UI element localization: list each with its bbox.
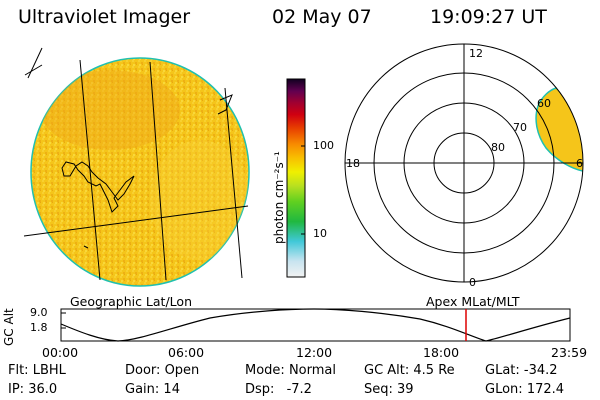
date-label: 02 May 07 bbox=[272, 6, 372, 28]
mlat-label-80: 80 bbox=[491, 141, 505, 154]
filter-value: LBHL bbox=[32, 363, 66, 378]
mlt-label-0: 0 bbox=[469, 276, 476, 289]
altitude-curve bbox=[60, 308, 571, 342]
mlat-label-60: 60 bbox=[537, 97, 551, 110]
glon-readout: GLon: 172.4 bbox=[485, 382, 565, 397]
color-bar-tick-100: 100 bbox=[313, 139, 334, 152]
filter-readout: Flt: LBHL bbox=[8, 363, 66, 378]
timeline-xtick-1800: 18:00 bbox=[423, 345, 460, 360]
seq-readout: Seq: 39 bbox=[364, 382, 414, 397]
earth-disk-shading bbox=[40, 70, 249, 260]
glat-readout: GLat: -34.2 bbox=[485, 363, 558, 378]
mode-value: Normal bbox=[288, 363, 336, 378]
lat-lon-grid bbox=[23, 47, 249, 281]
timeline-xtick-0600: 06:00 bbox=[168, 345, 205, 360]
gain-value: 14 bbox=[163, 382, 180, 397]
gc-alt-readout: GC Alt: 4.5 Re bbox=[364, 363, 455, 378]
polar-grid bbox=[344, 43, 584, 283]
color-bar-tick-10: 10 bbox=[313, 227, 327, 240]
ip-value: 36.0 bbox=[28, 382, 58, 397]
seq-value: 39 bbox=[397, 382, 414, 397]
timeline-axis-label: GC Alt bbox=[2, 308, 16, 346]
gc-alt-value: 4.5 Re bbox=[413, 363, 455, 378]
mlat-label-70: 70 bbox=[513, 121, 527, 134]
gain-readout: Gain: 14 bbox=[125, 382, 180, 397]
glon-value: 172.4 bbox=[526, 382, 565, 397]
color-bar-ticks bbox=[301, 145, 305, 235]
timeline-xtick-1200: 12:00 bbox=[296, 345, 333, 360]
coastline bbox=[61, 161, 135, 249]
instrument-title: Ultraviolet Imager bbox=[18, 6, 191, 28]
door-value: Open bbox=[164, 363, 200, 378]
mlt-label-6: 6 bbox=[576, 157, 583, 170]
mlt-label-18: 18 bbox=[346, 157, 360, 170]
mlt-label-12: 12 bbox=[469, 47, 483, 60]
mode-readout: Mode: Normal bbox=[245, 363, 336, 378]
ip-readout: IP: 36.0 bbox=[8, 382, 58, 397]
dsp-readout: Dsp: -7.2 bbox=[245, 382, 312, 397]
color-bar-scale bbox=[286, 78, 306, 278]
timeline-ytick-1-8: 1.8 bbox=[30, 321, 48, 334]
door-readout: Door: Open bbox=[125, 363, 200, 378]
geo-panel-caption: Geographic Lat/Lon bbox=[70, 294, 192, 309]
timeline-y-ticks bbox=[61, 312, 66, 329]
timeline-frame bbox=[60, 308, 571, 342]
timeline-xtick-2359: 23:59 bbox=[551, 345, 588, 360]
timeline-xtick-0000: 00:00 bbox=[42, 345, 79, 360]
glat-value: -34.2 bbox=[523, 363, 558, 378]
time-label: 19:09:27 UT bbox=[430, 6, 547, 28]
dsp-value: -7.2 bbox=[286, 382, 312, 397]
timeline-ytick-9: 9.0 bbox=[30, 306, 48, 319]
polar-panel-caption: Apex MLat/MLT bbox=[426, 294, 520, 309]
